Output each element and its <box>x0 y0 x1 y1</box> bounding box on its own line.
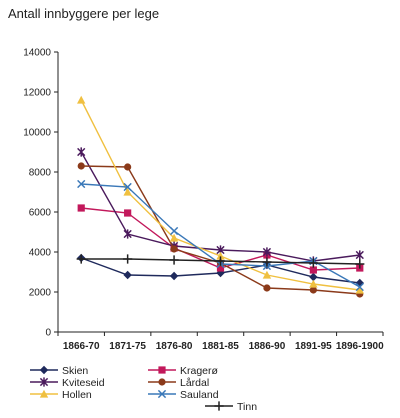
data-point-lardal <box>124 163 132 171</box>
legend-label-sauland: Sauland <box>180 389 219 401</box>
data-point-hollen <box>309 279 318 288</box>
data-point-tinn <box>308 258 318 268</box>
series-line-kviteseid <box>80 151 360 262</box>
data-point-skien <box>216 268 225 278</box>
data-point-tinn <box>262 257 272 267</box>
y-tick-label: 4000 <box>29 248 52 259</box>
data-point-tinn <box>76 254 86 264</box>
x-tick-label: 1896-1900 <box>336 341 384 352</box>
data-point-hollen <box>123 187 132 196</box>
data-point-hollen <box>169 233 179 242</box>
data-point-tinn <box>169 255 179 265</box>
data-point-kragero <box>77 204 85 212</box>
data-point-kviteseid <box>355 250 364 260</box>
data-point-lardal <box>309 286 317 294</box>
data-point-tinn <box>215 256 226 266</box>
data-point-tinn <box>123 254 133 264</box>
x-tick-label: 1871-75 <box>109 341 146 352</box>
legend-label-lardal: Lårdal <box>180 377 209 389</box>
y-tick-label: 2000 <box>29 288 52 299</box>
legend-label-kragero: Kragerø <box>180 365 219 377</box>
legend-marker-hollen <box>39 389 49 398</box>
legend-marker-lardal <box>158 378 166 386</box>
x-tick-label: 1876-80 <box>156 341 193 352</box>
x-tick-label: 1881-85 <box>202 341 239 352</box>
x-tick-label: 1866-70 <box>63 341 100 352</box>
y-tick-label: 6000 <box>29 208 52 219</box>
legend-label-skien: Skien <box>62 365 88 377</box>
x-tick-label: 1891-95 <box>295 341 332 352</box>
data-point-kviteseid <box>262 247 272 257</box>
data-point-hollen <box>77 95 86 104</box>
data-point-sauland <box>355 282 364 292</box>
data-point-sauland <box>123 182 132 192</box>
legend-label-kviteseid: Kviteseid <box>62 377 105 389</box>
legend-marker-skien <box>39 365 49 375</box>
data-point-sauland <box>77 179 86 189</box>
data-point-lardal <box>77 162 85 170</box>
legend-marker-sauland <box>157 389 167 399</box>
data-point-skien <box>123 270 132 280</box>
y-tick-label: 0 <box>45 328 51 339</box>
data-point-hollen <box>355 285 364 294</box>
data-point-lardal <box>263 284 271 292</box>
data-point-sauland <box>169 226 179 236</box>
data-point-kviteseid <box>77 147 86 157</box>
data-point-lardal <box>170 245 178 253</box>
legend-marker-kragero <box>158 366 166 374</box>
data-point-hollen <box>262 270 272 279</box>
y-tick-label: 8000 <box>29 168 52 179</box>
data-point-kragero <box>216 264 225 272</box>
data-point-kviteseid <box>123 229 132 239</box>
y-tick-label: 12000 <box>23 88 51 99</box>
data-point-skien <box>169 271 179 281</box>
legend-label-hollen: Hollen <box>62 389 92 401</box>
y-tick-label: 14000 <box>23 48 51 59</box>
data-point-skien <box>309 272 318 282</box>
x-tick-label: 1886-90 <box>249 341 286 352</box>
legend-marker-tinn <box>214 401 224 411</box>
legend-marker-kviteseid <box>39 377 49 387</box>
chart-title: Antall innbyggere per lege <box>8 6 160 21</box>
data-point-tinn <box>355 259 365 269</box>
data-point-hollen <box>216 251 225 260</box>
y-tick-label: 10000 <box>23 128 51 139</box>
data-point-kragero <box>124 209 132 217</box>
data-point-kragero <box>309 266 317 274</box>
legend-label-tinn: Tinn <box>237 401 257 413</box>
